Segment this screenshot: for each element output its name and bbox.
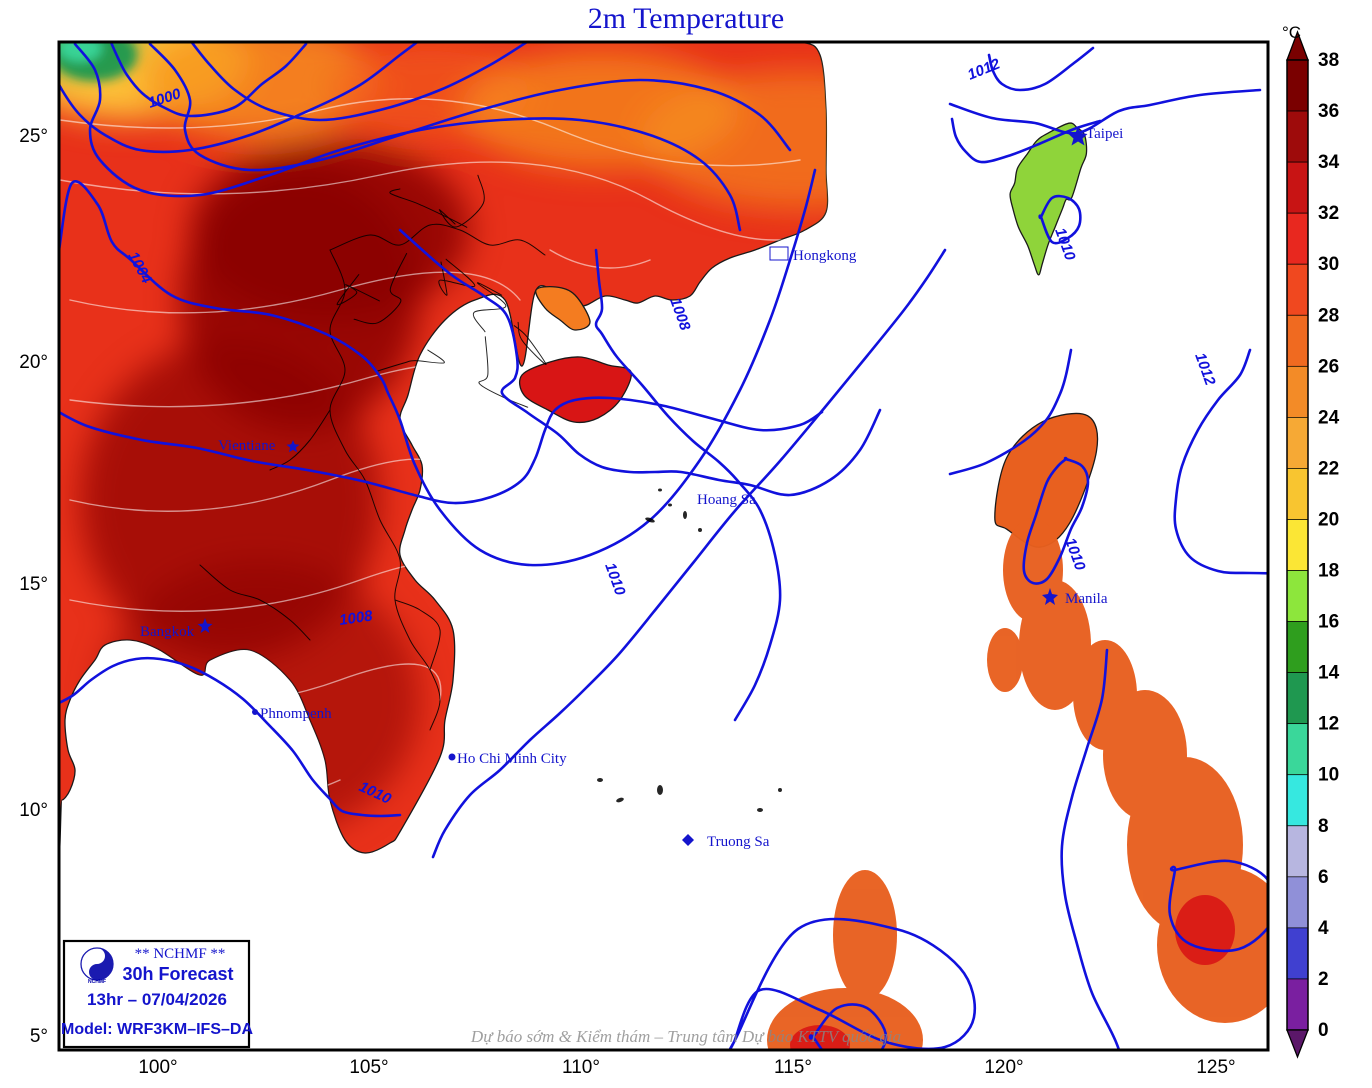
svg-text:Phnompenh: Phnompenh <box>260 706 332 722</box>
svg-text:18: 18 <box>1318 561 1339 582</box>
svg-text:Manila: Manila <box>1065 591 1108 607</box>
svg-text:8: 8 <box>1318 816 1329 837</box>
svg-text:°C: °C <box>1282 23 1301 42</box>
svg-text:115°: 115° <box>774 1057 812 1078</box>
svg-text:100°: 100° <box>138 1057 177 1078</box>
svg-text:2m Temperature: 2m Temperature <box>588 2 784 35</box>
svg-text:38: 38 <box>1318 50 1339 71</box>
svg-text:14: 14 <box>1318 663 1340 684</box>
svg-text:6: 6 <box>1318 867 1329 888</box>
svg-text:30: 30 <box>1318 254 1339 275</box>
svg-text:Truong Sa: Truong Sa <box>707 834 770 850</box>
svg-text:Taipei: Taipei <box>1086 126 1123 142</box>
svg-text:10: 10 <box>1318 765 1339 786</box>
svg-text:20: 20 <box>1318 509 1339 530</box>
svg-text:Ho Chi Minh City: Ho Chi Minh City <box>457 751 567 767</box>
svg-text:NCHMF: NCHMF <box>88 979 106 985</box>
svg-text:Bangkok: Bangkok <box>140 624 195 640</box>
svg-text:Vientiane: Vientiane <box>218 438 276 454</box>
svg-text:28: 28 <box>1318 305 1339 326</box>
svg-text:15°: 15° <box>19 574 48 595</box>
svg-text:10°: 10° <box>19 800 48 821</box>
svg-text:120°: 120° <box>984 1057 1023 1078</box>
svg-text:125°: 125° <box>1196 1057 1235 1078</box>
svg-text:105°: 105° <box>349 1057 388 1078</box>
svg-text:32: 32 <box>1318 203 1339 224</box>
svg-text:34: 34 <box>1318 152 1340 173</box>
svg-text:24: 24 <box>1318 407 1340 428</box>
svg-text:4: 4 <box>1318 918 1329 939</box>
svg-text:13hr – 07/04/2026: 13hr – 07/04/2026 <box>87 990 227 1009</box>
svg-text:Model: WRF3KM–IFS–DA: Model: WRF3KM–IFS–DA <box>61 1021 253 1038</box>
svg-text:20°: 20° <box>19 352 48 373</box>
svg-text:110°: 110° <box>562 1057 600 1078</box>
svg-text:** NCHMF **: ** NCHMF ** <box>135 946 226 962</box>
svg-text:26: 26 <box>1318 356 1339 377</box>
svg-text:30h Forecast: 30h Forecast <box>122 964 233 984</box>
svg-text:22: 22 <box>1318 458 1339 479</box>
svg-text:0: 0 <box>1318 1020 1329 1041</box>
svg-text:12: 12 <box>1318 714 1339 735</box>
svg-text:2: 2 <box>1318 969 1329 990</box>
svg-text:5°: 5° <box>30 1026 48 1047</box>
svg-text:36: 36 <box>1318 101 1339 122</box>
svg-text:Hongkong: Hongkong <box>793 248 857 264</box>
svg-text:16: 16 <box>1318 612 1339 633</box>
svg-text:Hoang Sa: Hoang Sa <box>697 492 756 508</box>
svg-text:25°: 25° <box>19 126 48 147</box>
svg-text:Dự báo sớm & Kiểm thám – Trung: Dự báo sớm & Kiểm thám – Trung tâm Dự bá… <box>470 1027 901 1046</box>
